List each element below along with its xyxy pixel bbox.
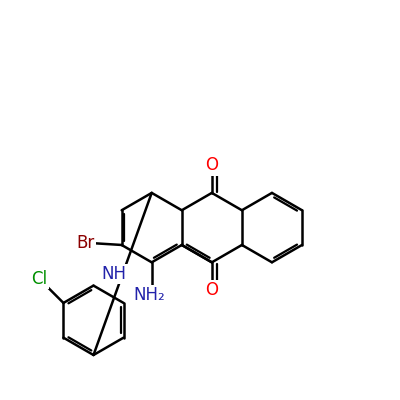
- Text: O: O: [205, 281, 218, 299]
- Text: O: O: [205, 156, 218, 174]
- Text: Cl: Cl: [32, 270, 48, 288]
- Text: Br: Br: [76, 234, 94, 252]
- Text: NH₂: NH₂: [134, 286, 166, 304]
- Text: NH: NH: [102, 265, 126, 283]
